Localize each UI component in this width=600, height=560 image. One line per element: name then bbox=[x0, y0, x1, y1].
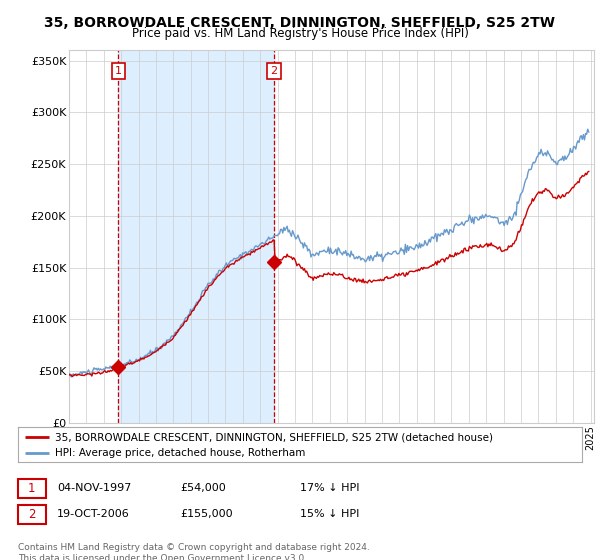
Text: 04-NOV-1997: 04-NOV-1997 bbox=[57, 483, 131, 493]
Text: 17% ↓ HPI: 17% ↓ HPI bbox=[300, 483, 359, 493]
Text: 1: 1 bbox=[28, 482, 35, 495]
Text: 35, BORROWDALE CRESCENT, DINNINGTON, SHEFFIELD, S25 2TW (detached house): 35, BORROWDALE CRESCENT, DINNINGTON, SHE… bbox=[55, 432, 493, 442]
Text: HPI: Average price, detached house, Rotherham: HPI: Average price, detached house, Roth… bbox=[55, 449, 305, 458]
Text: 15% ↓ HPI: 15% ↓ HPI bbox=[300, 509, 359, 519]
Text: 1: 1 bbox=[115, 66, 122, 76]
Text: 35, BORROWDALE CRESCENT, DINNINGTON, SHEFFIELD, S25 2TW: 35, BORROWDALE CRESCENT, DINNINGTON, SHE… bbox=[44, 16, 556, 30]
Text: Contains HM Land Registry data © Crown copyright and database right 2024.
This d: Contains HM Land Registry data © Crown c… bbox=[18, 543, 370, 560]
Text: £155,000: £155,000 bbox=[180, 509, 233, 519]
Text: £54,000: £54,000 bbox=[180, 483, 226, 493]
Text: Price paid vs. HM Land Registry's House Price Index (HPI): Price paid vs. HM Land Registry's House … bbox=[131, 27, 469, 40]
Bar bbox=[118, 50, 274, 423]
Text: 2: 2 bbox=[271, 66, 278, 76]
Text: 19-OCT-2006: 19-OCT-2006 bbox=[57, 509, 130, 519]
Text: 2: 2 bbox=[28, 507, 35, 521]
